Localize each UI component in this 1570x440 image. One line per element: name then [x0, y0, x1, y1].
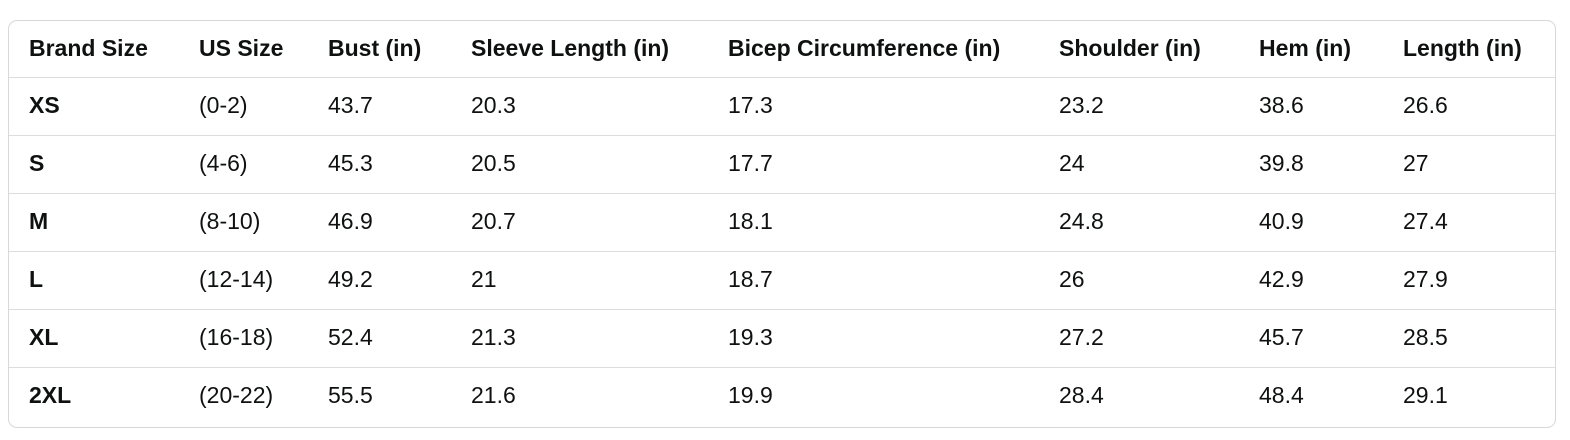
cell-length: 27.9 — [1403, 251, 1555, 310]
cell-sleeve-length: 20.7 — [471, 193, 728, 252]
cell-us-size: (8-10) — [199, 193, 328, 252]
cell-brand-size: 2XL — [29, 382, 72, 409]
cell-bust: 49.2 — [328, 251, 471, 310]
cell-bicep-circumference: 19.9 — [728, 382, 773, 409]
cell-brand-size: XL — [9, 309, 199, 368]
cell-us-size: (20-22) — [199, 382, 274, 409]
cell-bicep-circumference: 17.3 — [728, 77, 1059, 136]
table-row: XS (0-2) 43.7 20.3 17.3 23.2 38.6 26.6 — [9, 77, 1555, 136]
cell-shoulder: 27.2 — [1059, 309, 1259, 368]
cell-length: 28.5 — [1403, 309, 1555, 368]
cell-bicep-circumference: 18.7 — [728, 251, 1059, 310]
column-header-bicep-circumference: Bicep Circumference (in) — [728, 21, 1059, 78]
column-header-length: Length (in) — [1403, 21, 1555, 78]
cell-bust: 55.5 — [328, 382, 373, 409]
cell-hem: 38.6 — [1259, 77, 1403, 136]
cell-shoulder: 24 — [1059, 135, 1259, 194]
cell-shoulder: 23.2 — [1059, 77, 1259, 136]
cell-brand-size: S — [9, 135, 199, 194]
column-header-us-size: US Size — [199, 21, 328, 78]
cell-sleeve-length: 20.3 — [471, 77, 728, 136]
cell-bust: 52.4 — [328, 309, 471, 368]
cell-brand-size: M — [9, 193, 199, 252]
cell-bust: 43.7 — [328, 77, 471, 136]
cell-sleeve-length: 21.6 — [471, 382, 516, 409]
table-row: 2XL (20-22) 55.5 21.6 19.9 28.4 48.4 29.1 — [9, 367, 1555, 425]
cell-length: 27.4 — [1403, 193, 1555, 252]
cell-hem: 45.7 — [1259, 309, 1403, 368]
cell-length: 27 — [1403, 135, 1555, 194]
cell-us-size: (16-18) — [199, 309, 328, 368]
cell-sleeve-length: 21 — [471, 251, 728, 310]
table-row: M (8-10) 46.9 20.7 18.1 24.8 40.9 27.4 — [9, 193, 1555, 252]
table-row: S (4-6) 45.3 20.5 17.7 24 39.8 27 — [9, 135, 1555, 194]
cell-bust: 45.3 — [328, 135, 471, 194]
cell-brand-size: XS — [9, 77, 199, 136]
table-row: XL (16-18) 52.4 21.3 19.3 27.2 45.7 28.5 — [9, 309, 1555, 368]
cell-length: 26.6 — [1403, 77, 1555, 136]
size-chart-table: Brand Size US Size Bust (in) Sleeve Length … — [9, 21, 1555, 425]
cell-hem: 42.9 — [1259, 251, 1403, 310]
column-header-brand-size: Brand Size — [9, 21, 199, 78]
cell-us-size: (12-14) — [199, 251, 328, 310]
cell-bicep-circumference: 19.3 — [728, 309, 1059, 368]
cell-hem: 48.4 — [1259, 382, 1304, 409]
cell-length: 29.1 — [1403, 382, 1448, 409]
cell-us-size: (4-6) — [199, 135, 328, 194]
table-row: L (12-14) 49.2 21 18.7 26 42.9 27.9 — [9, 251, 1555, 310]
cell-sleeve-length: 20.5 — [471, 135, 728, 194]
size-chart-card: Brand Size US Size Bust (in) Sleeve Length … — [8, 20, 1556, 428]
column-header-bust: Bust (in) — [328, 21, 471, 78]
cell-bicep-circumference: 17.7 — [728, 135, 1059, 194]
cell-hem: 40.9 — [1259, 193, 1403, 252]
cell-hem: 39.8 — [1259, 135, 1403, 194]
cell-bicep-circumference: 18.1 — [728, 193, 1059, 252]
column-header-shoulder: Shoulder (in) — [1059, 21, 1259, 78]
cell-us-size: (0-2) — [199, 77, 328, 136]
column-header-sleeve-length: Sleeve Length (in) — [471, 21, 728, 78]
cell-shoulder: 28.4 — [1059, 382, 1104, 409]
header-row: Brand Size US Size Bust (in) Sleeve Length … — [9, 21, 1555, 78]
cell-bust: 46.9 — [328, 193, 471, 252]
cell-shoulder: 26 — [1059, 251, 1259, 310]
column-header-hem: Hem (in) — [1259, 21, 1403, 78]
cell-shoulder: 24.8 — [1059, 193, 1259, 252]
cell-brand-size: L — [9, 251, 199, 310]
cell-sleeve-length: 21.3 — [471, 309, 728, 368]
